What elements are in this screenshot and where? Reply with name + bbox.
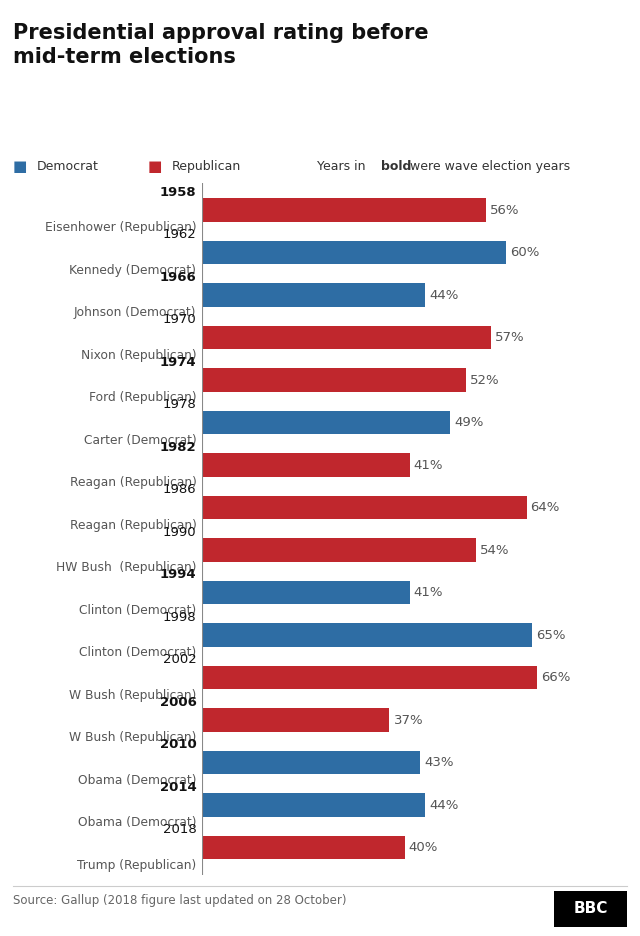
Bar xyxy=(202,581,410,605)
Bar xyxy=(202,751,420,774)
Text: 41%: 41% xyxy=(414,459,444,472)
Text: 2006: 2006 xyxy=(159,695,196,709)
Text: 1966: 1966 xyxy=(160,271,196,284)
Bar xyxy=(202,198,486,222)
Text: Presidential approval rating before
mid-term elections: Presidential approval rating before mid-… xyxy=(13,23,428,67)
Text: Years in: Years in xyxy=(317,160,369,173)
Text: 37%: 37% xyxy=(394,713,423,726)
Text: 1958: 1958 xyxy=(160,186,196,199)
Text: 65%: 65% xyxy=(536,629,565,641)
Text: Obama (Democrat): Obama (Democrat) xyxy=(78,816,196,829)
Text: Republican: Republican xyxy=(172,160,241,173)
Text: 44%: 44% xyxy=(429,798,458,812)
Text: HW Bush  (Republican): HW Bush (Republican) xyxy=(56,562,196,575)
Bar xyxy=(202,496,527,519)
Bar xyxy=(202,836,404,859)
Text: bold: bold xyxy=(381,160,411,173)
Text: were wave election years: were wave election years xyxy=(406,160,570,173)
Text: 41%: 41% xyxy=(414,586,444,599)
Text: Clinton (Democrat): Clinton (Democrat) xyxy=(79,646,196,659)
Text: BBC: BBC xyxy=(573,901,607,916)
Text: 64%: 64% xyxy=(531,501,560,514)
Text: 60%: 60% xyxy=(510,246,540,259)
Text: 1998: 1998 xyxy=(163,611,196,623)
Text: Trump (Republican): Trump (Republican) xyxy=(77,858,196,871)
Text: 57%: 57% xyxy=(495,331,525,344)
Text: 1978: 1978 xyxy=(163,399,196,412)
Bar xyxy=(202,326,491,349)
Text: 56%: 56% xyxy=(490,204,520,216)
Bar xyxy=(202,284,425,307)
Bar xyxy=(202,538,476,562)
Bar xyxy=(202,709,390,732)
Text: 2002: 2002 xyxy=(163,653,196,666)
Text: 1962: 1962 xyxy=(163,228,196,241)
Text: W Bush (Republican): W Bush (Republican) xyxy=(69,689,196,702)
Text: Ford (Republican): Ford (Republican) xyxy=(89,391,196,404)
Bar xyxy=(202,453,410,476)
Text: 1990: 1990 xyxy=(163,526,196,539)
Bar xyxy=(202,241,506,264)
Text: 1982: 1982 xyxy=(160,441,196,454)
Text: 52%: 52% xyxy=(470,373,499,387)
Bar xyxy=(202,623,532,647)
Bar xyxy=(202,369,466,392)
Text: Reagan (Republican): Reagan (Republican) xyxy=(70,476,196,490)
Text: Democrat: Democrat xyxy=(37,160,99,173)
Text: 66%: 66% xyxy=(541,671,570,684)
Text: Clinton (Democrat): Clinton (Democrat) xyxy=(79,604,196,617)
Text: Obama (Democrat): Obama (Democrat) xyxy=(78,774,196,787)
Text: W Bush (Republican): W Bush (Republican) xyxy=(69,731,196,744)
Text: 49%: 49% xyxy=(454,417,484,429)
Text: 2014: 2014 xyxy=(160,781,196,794)
Text: Source: Gallup (2018 figure last updated on 28 October): Source: Gallup (2018 figure last updated… xyxy=(13,894,346,907)
Text: 2010: 2010 xyxy=(160,739,196,752)
Text: 43%: 43% xyxy=(424,756,454,769)
Text: Johnson (Democrat): Johnson (Democrat) xyxy=(74,306,196,319)
Text: Kennedy (Democrat): Kennedy (Democrat) xyxy=(70,264,196,277)
Text: 1994: 1994 xyxy=(160,568,196,581)
Text: 40%: 40% xyxy=(409,841,438,854)
Text: 2018: 2018 xyxy=(163,824,196,836)
Text: Eisenhower (Republican): Eisenhower (Republican) xyxy=(45,222,196,234)
Text: Reagan (Republican): Reagan (Republican) xyxy=(70,519,196,532)
Text: 1986: 1986 xyxy=(163,483,196,496)
Text: Carter (Democrat): Carter (Democrat) xyxy=(84,434,196,446)
Text: 1970: 1970 xyxy=(163,314,196,327)
Text: 1974: 1974 xyxy=(160,356,196,369)
Text: ■: ■ xyxy=(147,159,161,174)
Text: 44%: 44% xyxy=(429,288,458,301)
Bar xyxy=(202,794,425,817)
Text: Nixon (Republican): Nixon (Republican) xyxy=(81,349,196,362)
Bar xyxy=(202,665,537,689)
Text: ■: ■ xyxy=(13,159,27,174)
Bar xyxy=(202,411,451,434)
Text: 54%: 54% xyxy=(480,544,509,557)
